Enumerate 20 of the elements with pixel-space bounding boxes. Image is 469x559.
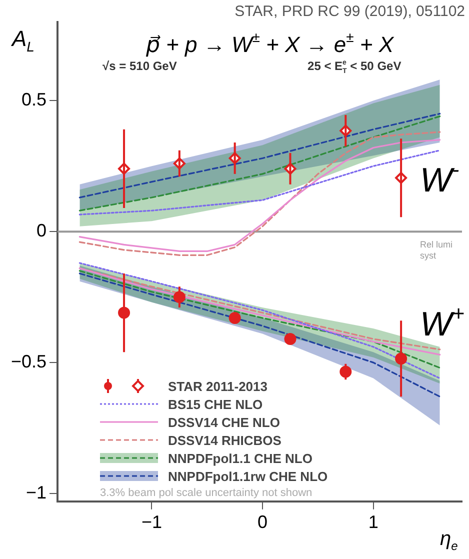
annotation: Rel lumi syst <box>420 240 453 261</box>
y-tick-label: 0.5 <box>22 90 47 110</box>
legend-label: DSSV14 CHE NLO <box>168 414 280 430</box>
annotation: 3.3% beam pol scale uncertainty not shown <box>100 487 314 499</box>
annotation: √s = 510 GeV <box>102 59 177 73</box>
legend-label: DSSV14 RHICBOS <box>168 432 282 448</box>
y-tick-label: 0 <box>36 220 47 241</box>
x-tick-label: −1 <box>141 512 162 532</box>
legend-label: NNPDFpol1.1rw CHE NLO <box>168 468 328 484</box>
y-tick-label: −1 <box>26 482 47 503</box>
legend-label: STAR 2011-2013 <box>168 378 268 394</box>
chart-title: p⃗ + p → W± + X → e± + X <box>144 29 395 57</box>
legend-label: NNPDFpol1.1 CHE NLO <box>168 450 312 466</box>
x-tick-label: 0 <box>258 512 268 532</box>
x-tick-label: 1 <box>368 512 378 532</box>
legend-label: BS15 CHE NLO <box>168 396 263 412</box>
annotation: W- <box>420 158 460 200</box>
y-tick-label: −0.5 <box>10 352 47 372</box>
text: STAR, PRD RC 99 (2019), 051102 <box>234 3 466 20</box>
annotation: W+ <box>420 302 464 344</box>
